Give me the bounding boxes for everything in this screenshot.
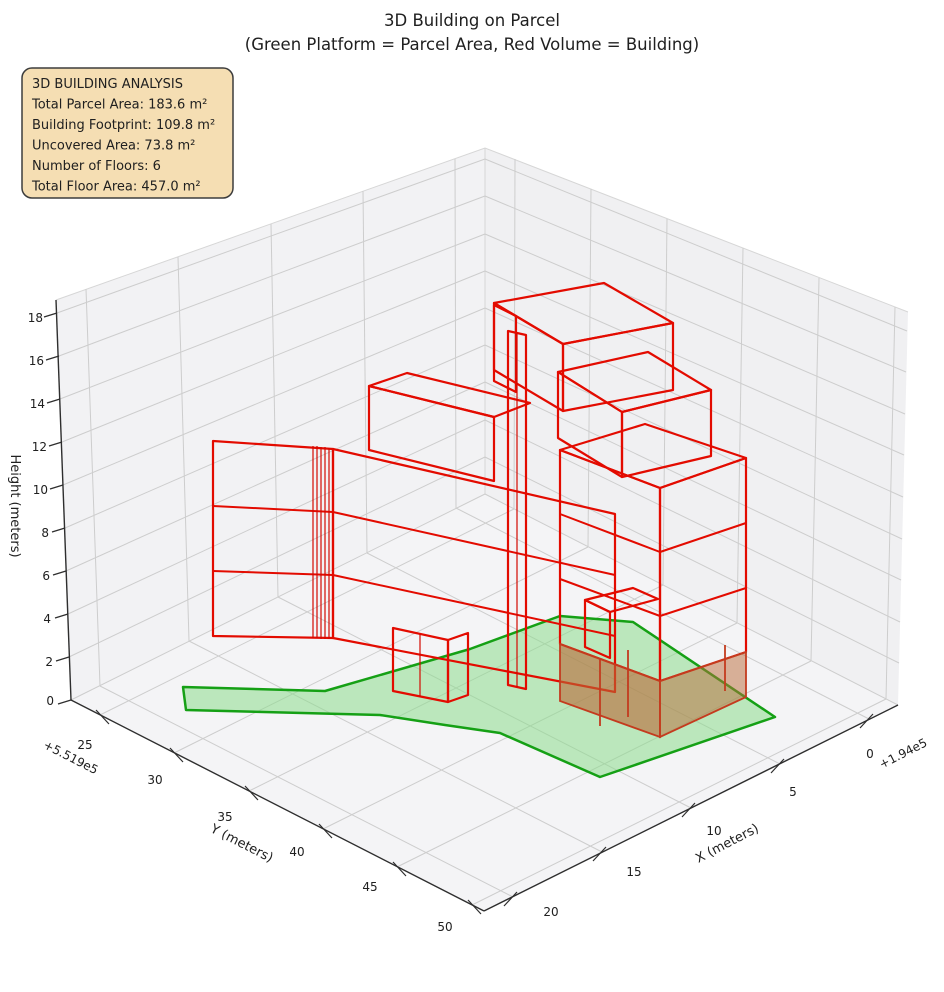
building-right-wing-floor-lines: [559, 513, 747, 617]
building-volume: [211, 281, 748, 739]
z-tick-18: 18: [28, 311, 43, 325]
x-tick-labels: 0 5 10 15 20: [543, 747, 873, 919]
z-axis-label: Height (meters): [7, 454, 22, 557]
axes-panes: [55, 147, 909, 911]
z-tick-4: 4: [43, 612, 51, 626]
building-west-wing-corner-stripes: [312, 446, 330, 639]
z-tick-8: 8: [41, 526, 49, 540]
building-entrance-box-wall: [583, 598, 612, 660]
x-axis-ticks: [503, 713, 874, 907]
x-tick-10: 10: [706, 824, 721, 838]
z-tick-14: 14: [30, 397, 45, 411]
z-tick-6: 6: [42, 569, 50, 583]
building-penthouse-wall-right: [561, 321, 675, 413]
plot-subtitle: (Green Platform = Parcel Area, Red Volum…: [245, 35, 699, 54]
building-ground-box-wall-right: [446, 631, 470, 704]
y-tick-40: 40: [289, 845, 304, 859]
y-tick-30: 30: [147, 773, 162, 787]
info-box-title: 3D BUILDING ANALYSIS: [32, 77, 183, 92]
z-axis-spine: [55, 299, 72, 701]
z-tick-16: 16: [29, 354, 44, 368]
building-upper-box-wall-right: [620, 388, 713, 479]
info-line-parcel-area: Total Parcel Area: 183.6 m²: [31, 98, 207, 113]
z-tick-12: 12: [32, 440, 47, 454]
parcel-platform-polygon: [181, 614, 777, 779]
y-tick-50: 50: [437, 920, 452, 934]
y-tick-25: 25: [77, 738, 92, 752]
z-axis-ticks: [43, 312, 72, 705]
info-line-floors: Number of Floors: 6: [32, 159, 161, 174]
z-tick-10: 10: [33, 483, 48, 497]
y-axis-ticks: [95, 709, 482, 915]
plot-title: 3D Building on Parcel: [384, 11, 560, 30]
y-axis-label: Y (meters): [207, 821, 275, 866]
z-tick-labels: 0 2 4 6 8 10 12 14 16 18: [28, 311, 54, 708]
y-tick-45: 45: [362, 880, 377, 894]
z-tick-0: 0: [46, 694, 54, 708]
x-axis-label: X (meters): [693, 821, 761, 866]
x-tick-5: 5: [789, 785, 797, 799]
x-tick-15: 15: [626, 865, 641, 879]
y-tick-35: 35: [217, 810, 232, 824]
pane-left: [56, 148, 485, 700]
info-line-total-floor-area: Total Floor Area: 457.0 m²: [31, 180, 201, 195]
y-tick-labels: 25 30 35 40 45 50: [77, 738, 452, 934]
building-ground-right-edges: [599, 645, 726, 726]
z-tick-2: 2: [45, 655, 53, 669]
y-axis-spine: [70, 699, 485, 912]
building-core-column: [506, 329, 528, 691]
pane-right: [485, 148, 908, 705]
analysis-info-box: 3D BUILDING ANALYSIS Total Parcel Area: …: [21, 67, 234, 199]
x-tick-0: 0: [866, 747, 874, 761]
info-line-footprint: Building Footprint: 109.8 m²: [32, 118, 215, 133]
info-line-uncovered: Uncovered Area: 73.8 m²: [32, 139, 195, 154]
x-axis-offset-label: +1.94e5: [877, 735, 930, 771]
gridlines-x-left-pane: [85, 158, 457, 687]
x-tick-20: 20: [543, 905, 558, 919]
building-midwing-wall: [367, 384, 496, 483]
info-box-background: [21, 67, 234, 199]
gridlines-z-right-pane: [484, 158, 908, 706]
